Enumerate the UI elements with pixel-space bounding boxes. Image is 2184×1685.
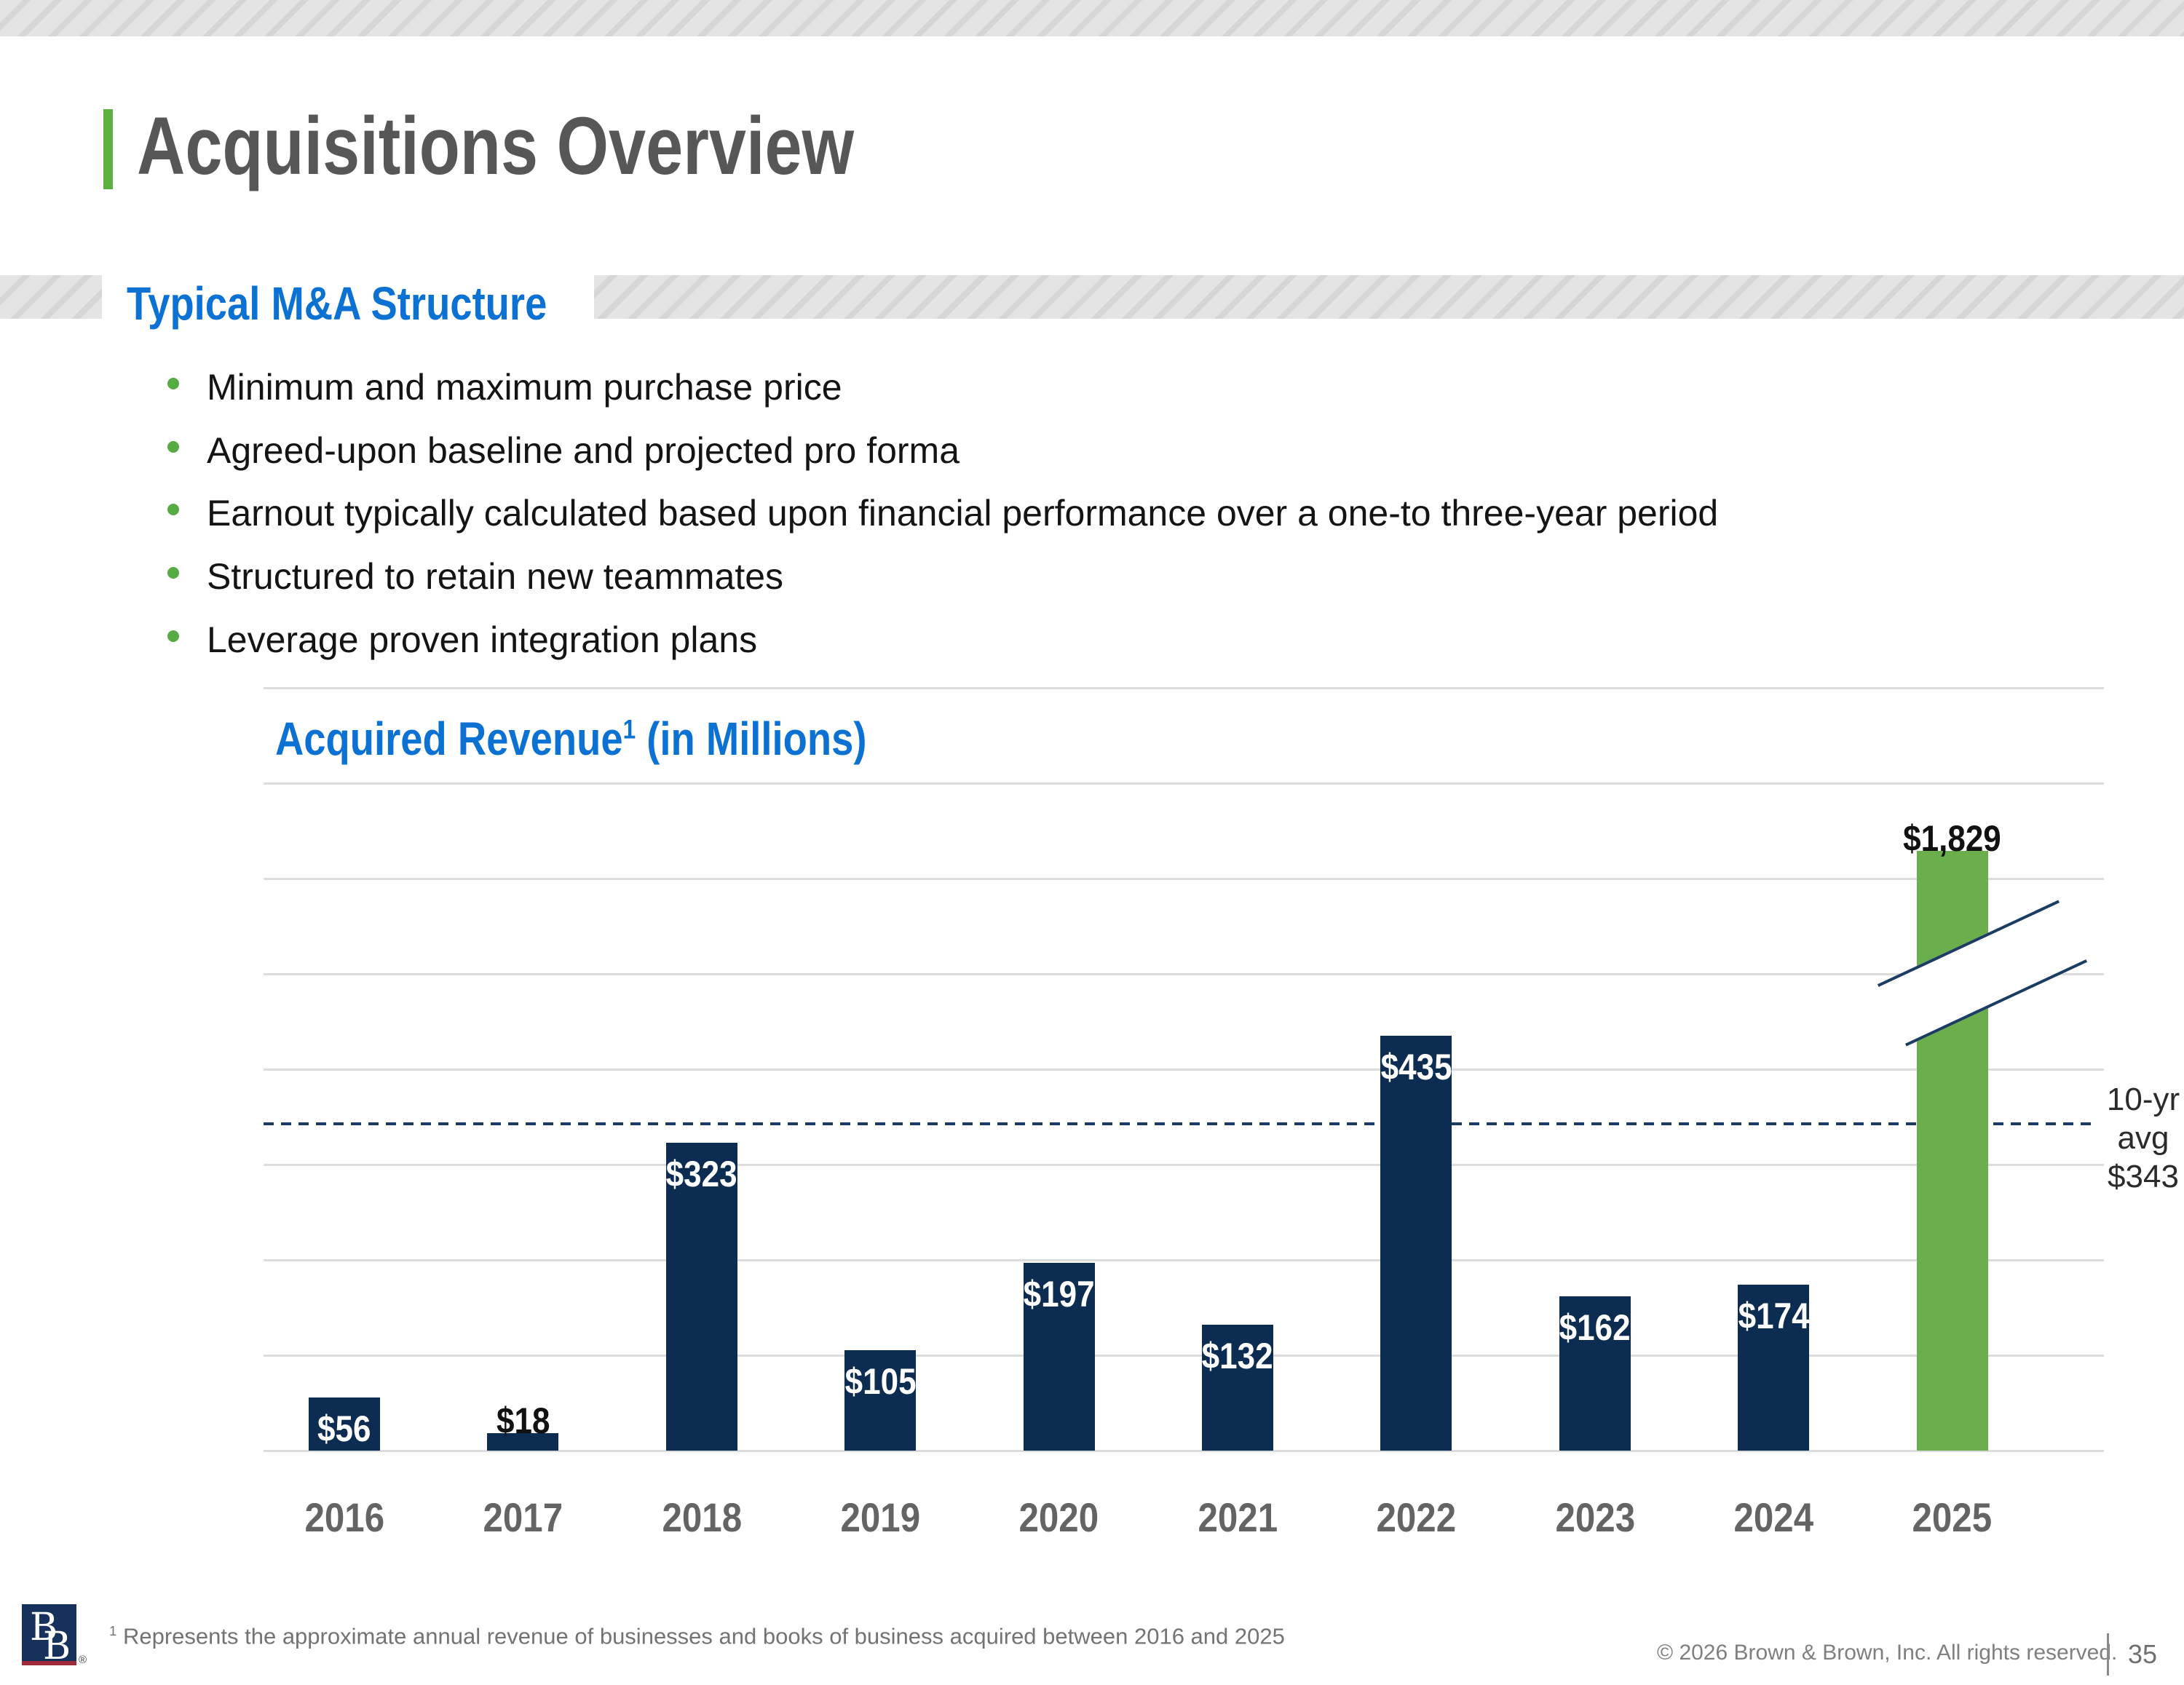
logo-letter: B [30,1606,58,1649]
logo-letter: B [43,1625,71,1668]
avg-note-line: $343 [2108,1159,2179,1194]
section-header-text: Typical M&A Structure [127,277,547,330]
bar-value-label-2018: $323 [665,1153,737,1194]
gridline-0 [264,1450,2104,1452]
x-axis-label-2024: 2024 [1733,1494,1813,1540]
bar-value-label-2020: $197 [1023,1273,1095,1315]
bar-value-label-2019: $105 [844,1361,917,1403]
x-axis-label-2021: 2021 [1198,1494,1278,1540]
bar-2016 [309,1397,380,1451]
x-axis-label-2025: 2025 [1912,1494,1993,1540]
section-band-mask [102,274,594,320]
registered-mark: ® [79,1654,87,1666]
bullet-item: Leverage proven integration plans [167,619,2002,661]
gridline-100 [264,1355,2104,1357]
gridline-700 [264,782,2104,785]
gridline-300 [264,1164,2104,1166]
bar-value-label-2021: $132 [1202,1336,1273,1377]
page-title-text: Acquisitions Overview [137,100,855,191]
bullet-dot-icon [167,441,179,453]
gridline-500 [264,973,2104,975]
bar-2020 [1023,1262,1095,1451]
bullet-dot-icon [167,378,179,389]
footnote-marker: 1 [109,1623,117,1638]
footer-divider [2107,1633,2109,1676]
bullet-text: Agreed-upon baseline and projected pro f… [207,430,960,471]
bar-value-label-2016: $56 [317,1408,371,1449]
bar-2023 [1559,1296,1631,1451]
bar-2018 [665,1142,737,1451]
avg-note-line: 10-yr [2106,1082,2180,1117]
bullet-text: Leverage proven integration plans [207,619,758,660]
bar-2022 [1380,1036,1452,1451]
bar-value-label-2024: $174 [1738,1296,1810,1337]
bullet-item: Structured to retain new teammates [167,555,2002,598]
logo-red-underline [22,1661,76,1665]
chart-title: Acquired Revenue1 (in Millions) [275,712,971,766]
top-banner-stripe [0,0,2184,36]
bar-value-label-2017: $18 [496,1400,550,1442]
x-axis-label-2018: 2018 [661,1494,742,1540]
bullet-text: Structured to retain new teammates [207,556,784,597]
section-header: Typical M&A Structure [127,277,621,330]
page-number: 35 [2127,1639,2158,1669]
x-axis-label-2023: 2023 [1554,1494,1635,1540]
avg-note-line: avg [2117,1120,2169,1156]
page-title: Acquisitions Overview [137,99,1011,193]
x-axis-label-2017: 2017 [483,1494,563,1540]
gridline-800 [264,687,2104,689]
title-accent-bar [103,109,113,189]
bar-value-label-2023: $162 [1559,1307,1631,1348]
bullet-text: Minimum and maximum purchase price [207,367,842,408]
gridline-600 [264,878,2104,880]
ten-year-avg-dashed-line [264,1122,2094,1125]
bar-2019 [844,1350,917,1451]
bar-value-label-2022: $435 [1380,1047,1452,1088]
bullet-dot-icon [167,504,179,515]
copyright-text: © 2026 Brown & Brown, Inc. All rights re… [1657,1641,2118,1665]
bar-2017 [487,1433,559,1451]
chart-title-text: Acquired Revenue1 (in Millions) [275,713,867,765]
gridline-200 [264,1259,2104,1261]
bar-value-label-2025: $1,829 [1903,818,2001,859]
footnote-text: Represents the approximate annual revenu… [122,1623,1285,1649]
x-axis-label-2019: 2019 [840,1494,920,1540]
bar-2024 [1738,1285,1810,1451]
bullet-item: Agreed-upon baseline and projected pro f… [167,429,2002,472]
x-axis-label-2016: 2016 [304,1494,384,1540]
bullet-item: Minimum and maximum purchase price [167,366,2002,408]
bullet-item: Earnout typically calculated based upon … [167,492,2002,534]
bullet-dot-icon [167,630,179,642]
bullet-dot-icon [167,567,179,579]
bullet-text: Earnout typically calculated based upon … [207,493,1719,534]
x-axis-label-2020: 2020 [1018,1494,1099,1540]
x-axis-label-2022: 2022 [1376,1494,1457,1540]
bar-2021 [1202,1325,1273,1451]
footnote: 1 Represents the approximate annual reve… [109,1623,1285,1649]
ten-year-avg-annotation: 10-yr avg $343 [2072,1080,2184,1196]
chart-title-footnote-marker: 1 [622,713,636,745]
brown-and-brown-logo: B B [22,1604,76,1665]
gridline-400 [264,1069,2104,1071]
